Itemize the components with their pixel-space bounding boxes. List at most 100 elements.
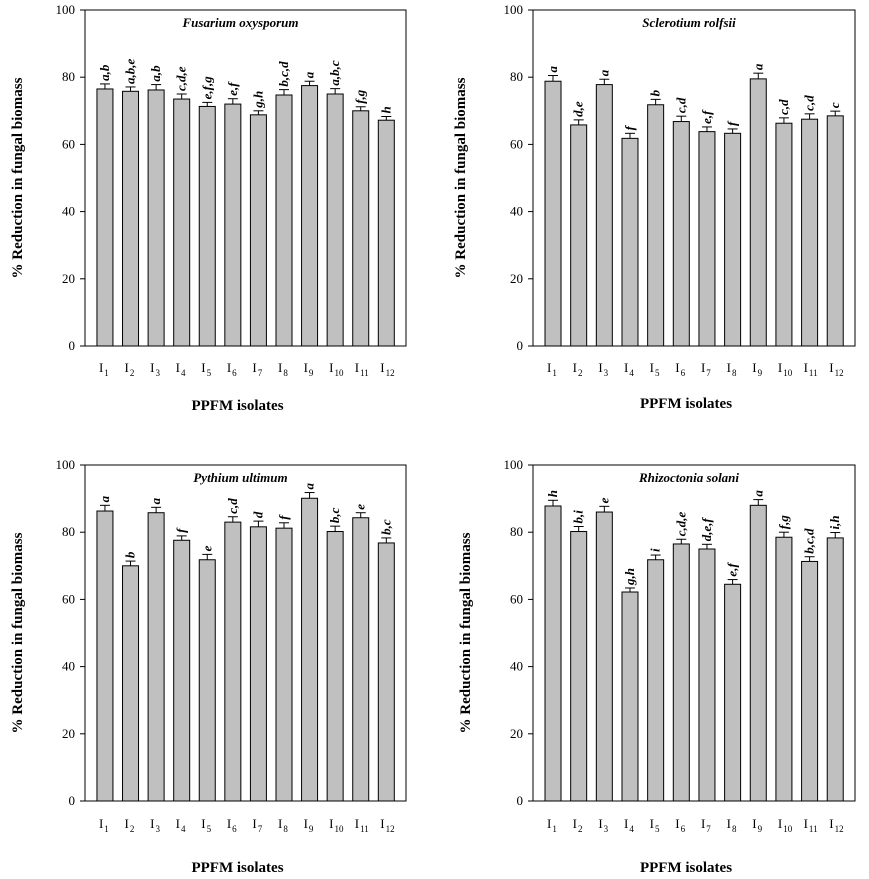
y-axis-label: % Reduction in fungal biomass <box>453 77 469 278</box>
bar-I10 <box>775 122 793 347</box>
significance-letter: a,b <box>97 64 112 81</box>
x-tick-label: I10 <box>329 816 344 834</box>
bar-I6 <box>672 121 690 347</box>
y-tick-label: 60 <box>510 136 523 151</box>
x-tick-label: I8 <box>727 816 737 834</box>
significance-letter: a,b <box>148 65 163 82</box>
y-tick-label: 100 <box>504 2 524 17</box>
bar-I5 <box>647 104 665 347</box>
y-tick-label: 60 <box>510 591 523 606</box>
x-tick-label: I10 <box>329 360 344 378</box>
y-tick-label: 40 <box>510 659 523 674</box>
x-tick-label: I9 <box>752 360 762 378</box>
x-tick-label: I11 <box>355 816 369 834</box>
y-tick-label: 80 <box>510 69 523 84</box>
x-tick-label: I12 <box>829 360 843 378</box>
y-tick-label: 40 <box>510 204 523 219</box>
x-tick-label: I4 <box>624 816 634 834</box>
x-tick-label: I5 <box>201 360 211 378</box>
bar-I3 <box>595 511 613 802</box>
y-axis-label: % Reduction in fungal biomass <box>10 532 26 733</box>
significance-letter: g,h <box>250 91 265 109</box>
y-tick-label: 20 <box>62 726 75 741</box>
x-tick-label: I7 <box>701 816 711 834</box>
x-tick-label: I7 <box>252 816 262 834</box>
significance-letter: f <box>622 124 637 130</box>
significance-letter: b,c <box>327 507 342 523</box>
significance-letter: a,b,c <box>327 60 342 86</box>
bar-I9 <box>749 504 767 802</box>
x-tick-label: I9 <box>304 360 314 378</box>
bar-I1 <box>96 88 114 347</box>
x-tick-label: I2 <box>125 360 135 378</box>
bar-I7 <box>698 131 716 347</box>
bar-I10 <box>326 93 344 347</box>
bar-I12 <box>826 115 844 347</box>
bar-I9 <box>301 85 319 347</box>
bar-I8 <box>275 94 293 347</box>
x-tick-label: I5 <box>201 816 211 834</box>
x-tick-label: I2 <box>573 816 583 834</box>
significance-letter: a <box>302 483 317 490</box>
chart-title: Pythium ultimum <box>193 470 287 485</box>
x-axis-label: PPFM isolates <box>640 860 732 876</box>
y-tick-label: 40 <box>62 659 75 674</box>
significance-letter: b,c,d <box>802 528 817 554</box>
x-tick-label: I1 <box>99 816 109 834</box>
x-tick-label: I6 <box>675 360 685 378</box>
x-tick-label: I5 <box>650 816 660 834</box>
bar-I6 <box>672 543 690 802</box>
bar-I3 <box>595 84 613 347</box>
x-tick-label: I4 <box>624 360 634 378</box>
x-tick-label: I11 <box>355 360 369 378</box>
bar-I1 <box>96 510 114 802</box>
significance-letter: a <box>97 495 112 502</box>
chart-title: Sclerotium rolfsii <box>642 15 736 30</box>
significance-letter: f <box>725 120 740 126</box>
x-tick-label: I2 <box>573 360 583 378</box>
x-tick-label: I3 <box>150 360 160 378</box>
significance-letter: c <box>827 102 842 108</box>
bar-I2 <box>570 531 588 802</box>
x-tick-label: I6 <box>227 360 237 378</box>
plot-frame <box>84 9 407 347</box>
bar-I10 <box>326 531 344 802</box>
x-tick-label: I6 <box>675 816 685 834</box>
chart-panel-2: 0 20 40 60 80 100 a I1 d,e I2 a I3 f I4 b I5 c,d I6 e,f I7 f… <box>453 2 856 412</box>
significance-letter: c,d,e <box>673 511 688 536</box>
y-tick-label: 80 <box>510 524 523 539</box>
significance-letter: a <box>302 71 317 78</box>
significance-letter: f,g <box>776 515 791 530</box>
y-tick-label: 80 <box>62 524 75 539</box>
significance-letter: c,d <box>776 99 791 115</box>
bar-I1 <box>544 505 562 802</box>
bar-I7 <box>249 114 267 347</box>
y-tick-label: 0 <box>69 793 76 808</box>
significance-letter: e,f,g <box>199 76 214 100</box>
significance-letter: h <box>545 490 560 497</box>
bar-I5 <box>647 559 665 802</box>
bar-I11 <box>801 560 819 802</box>
y-tick-label: 20 <box>510 726 523 741</box>
bar-I4 <box>621 137 639 347</box>
plot-frame <box>532 9 856 347</box>
significance-letter: a,b,e <box>123 58 138 84</box>
y-tick-label: 60 <box>62 591 75 606</box>
significance-letter: h <box>378 106 393 113</box>
bar-I8 <box>724 583 742 802</box>
significance-letter: a <box>750 63 765 70</box>
bar-I12 <box>377 119 395 347</box>
significance-letter: d <box>250 511 265 518</box>
bar-I4 <box>621 591 639 802</box>
bar-I3 <box>147 89 165 347</box>
x-tick-label: I11 <box>804 360 818 378</box>
y-tick-label: 0 <box>69 338 76 353</box>
y-tick-label: 80 <box>62 69 75 84</box>
significance-letter: d,e,f <box>699 517 714 542</box>
x-tick-label: I8 <box>278 360 288 378</box>
bar-I10 <box>775 536 793 802</box>
plot-frame <box>84 464 407 802</box>
significance-letter: b,c <box>378 519 393 535</box>
x-tick-label: I8 <box>727 360 737 378</box>
significance-letter: b <box>123 551 138 558</box>
